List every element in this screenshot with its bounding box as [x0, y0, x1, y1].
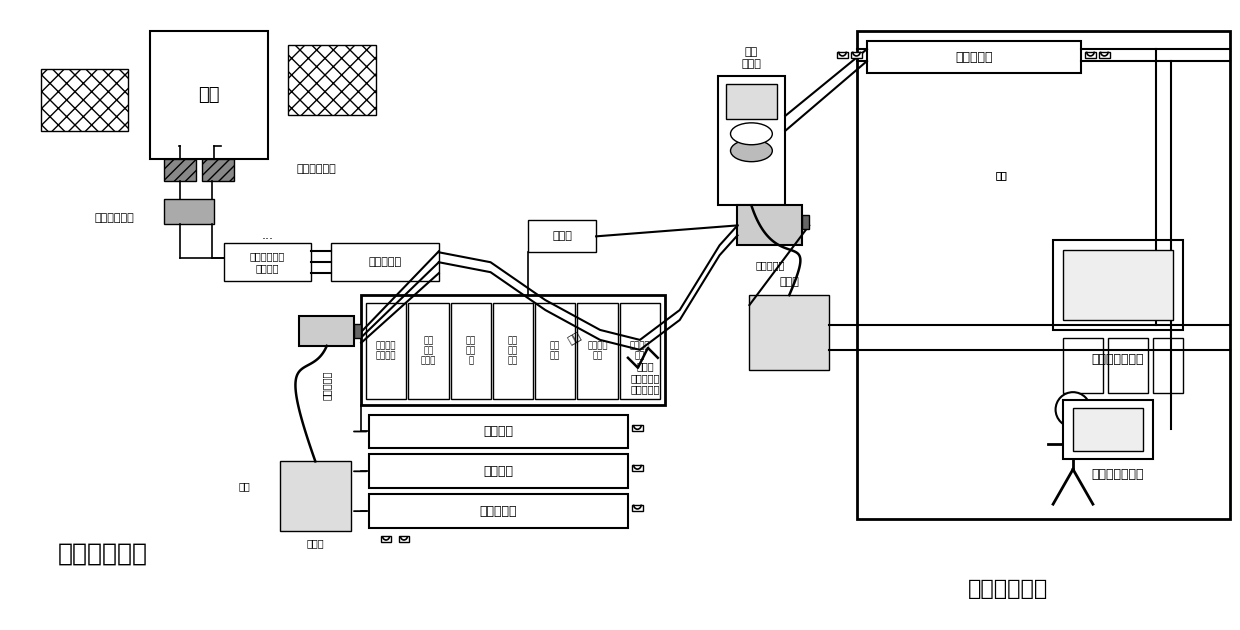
- Text: 程控电源: 程控电源: [484, 425, 513, 438]
- Bar: [370, 494, 627, 528]
- Text: 信号
调制
模块: 信号 调制 模块: [508, 336, 518, 366]
- Text: 发射场发射区: 发射场发射区: [57, 542, 148, 566]
- Bar: [857, 32, 1230, 519]
- Text: 开关
模块: 开关 模块: [551, 341, 560, 360]
- Text: 模拟采集
模块: 模拟采集 模块: [630, 341, 650, 360]
- Bar: [725, 84, 777, 119]
- Bar: [749, 295, 830, 370]
- Ellipse shape: [1055, 392, 1090, 427]
- Text: 嵌入式控
制器模块: 嵌入式控 制器模块: [376, 341, 397, 360]
- Text: 脱落电连接器: 脱落电连接器: [94, 214, 134, 224]
- Text: ...: ...: [262, 229, 274, 242]
- Text: 光电转换器: 光电转换器: [322, 370, 332, 400]
- Ellipse shape: [730, 140, 773, 162]
- Bar: [289, 45, 376, 115]
- Bar: [867, 41, 1081, 73]
- Bar: [331, 243, 439, 281]
- Bar: [361, 295, 665, 404]
- Bar: [164, 198, 213, 224]
- Text: 光电转换器: 光电转换器: [755, 260, 785, 270]
- Bar: [366, 303, 407, 399]
- Ellipse shape: [730, 123, 773, 145]
- Text: 测试
服务器: 测试 服务器: [742, 47, 761, 69]
- Bar: [223, 243, 311, 281]
- Bar: [528, 220, 596, 252]
- Bar: [355, 324, 361, 338]
- Bar: [492, 303, 533, 399]
- Text: 网线: 网线: [239, 481, 250, 491]
- Text: 星地长电缆: 星地长电缆: [368, 257, 402, 267]
- Bar: [1073, 408, 1143, 452]
- Bar: [1153, 338, 1183, 392]
- Text: 分离电连接器: 分离电连接器: [296, 164, 336, 174]
- Bar: [718, 76, 785, 205]
- Bar: [408, 303, 449, 399]
- Bar: [1063, 250, 1173, 320]
- Bar: [1063, 399, 1153, 459]
- Text: 卫星: 卫星: [198, 86, 219, 104]
- Text: 总控终端计算机: 总控终端计算机: [1091, 353, 1145, 366]
- Bar: [837, 52, 848, 58]
- Text: 网线: 网线: [996, 171, 1007, 181]
- Text: 远距离
（数公里或
数十公里）: 远距离 （数公里或 数十公里）: [630, 361, 660, 394]
- Bar: [802, 215, 810, 229]
- Text: 多路
复用
器模块: 多路 复用 器模块: [420, 336, 436, 366]
- Bar: [150, 32, 268, 159]
- Text: 光纤: 光纤: [567, 330, 584, 345]
- Text: 状态采集
模块: 状态采集 模块: [588, 341, 608, 360]
- Text: 监视终端计算机: 监视终端计算机: [1091, 468, 1145, 481]
- Text: 工控机: 工控机: [552, 231, 572, 241]
- Bar: [164, 159, 196, 181]
- Bar: [1053, 240, 1183, 330]
- Bar: [381, 536, 391, 542]
- Text: 万用
表模
块: 万用 表模 块: [465, 336, 476, 366]
- Bar: [738, 205, 802, 245]
- Bar: [1085, 52, 1096, 58]
- Text: 交换机: 交换机: [779, 277, 800, 287]
- Bar: [202, 159, 233, 181]
- Bar: [1063, 338, 1102, 392]
- Bar: [370, 454, 627, 488]
- Bar: [450, 303, 491, 399]
- Bar: [41, 69, 128, 131]
- Bar: [851, 52, 862, 58]
- Text: 发射塔架机械
强脱系统: 发射塔架机械 强脱系统: [250, 251, 285, 273]
- Text: 发射场技术区: 发射场技术区: [968, 579, 1048, 598]
- Bar: [1099, 52, 1110, 58]
- Bar: [370, 415, 627, 449]
- Bar: [632, 425, 642, 432]
- Bar: [632, 465, 642, 471]
- Bar: [632, 505, 642, 511]
- Text: 不间断电源: 不间断电源: [955, 50, 993, 64]
- Bar: [578, 303, 618, 399]
- Text: 程控电源: 程控电源: [484, 465, 513, 478]
- Text: 交换机: 交换机: [306, 538, 324, 548]
- Bar: [1107, 338, 1148, 392]
- Text: 网线: 网线: [996, 171, 1007, 181]
- Bar: [299, 316, 355, 346]
- Text: 不间断电源: 不间断电源: [480, 505, 517, 518]
- Bar: [536, 303, 575, 399]
- Bar: [620, 303, 660, 399]
- Bar: [399, 536, 409, 542]
- Bar: [279, 461, 351, 531]
